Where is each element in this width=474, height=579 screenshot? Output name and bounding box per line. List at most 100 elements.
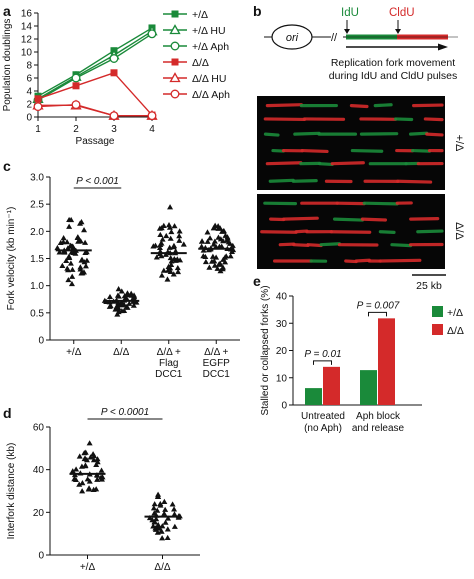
legend-label: +/Δ Aph	[192, 41, 229, 53]
y-tick-label: 8	[26, 61, 32, 72]
category-label: Untreated	[301, 411, 345, 422]
fiber-segment	[394, 117, 414, 122]
category-label: +/Δ	[80, 562, 96, 573]
panel-d-dot-plot: 0 20 40 60 Interfork distance (kb) +/Δ Δ/Δ P < …	[6, 407, 200, 573]
data-point	[84, 476, 91, 482]
data-point	[66, 223, 73, 229]
data-point	[164, 526, 171, 532]
data-point	[115, 308, 122, 315]
data-point	[168, 261, 175, 268]
data-point	[176, 228, 183, 234]
y-tick-label: 12	[21, 35, 33, 46]
fiber-segment	[378, 258, 422, 263]
data-point	[94, 459, 101, 465]
legend-marker	[169, 24, 181, 35]
fiber-segment	[263, 132, 280, 137]
data-point	[147, 29, 157, 39]
y-tick-label: 40	[276, 292, 288, 303]
y-tick-label: 1.0	[30, 281, 44, 292]
series-line	[37, 27, 153, 97]
data-point	[229, 242, 236, 248]
data-point	[118, 288, 125, 294]
data-point	[94, 456, 101, 462]
significance-label: P = 0.007	[357, 300, 400, 311]
data-point	[152, 242, 159, 248]
x-tick-label: 3	[111, 124, 117, 135]
origin-label: ori	[286, 32, 299, 44]
data-point	[204, 238, 211, 244]
y-tick-label: 10	[21, 48, 33, 59]
data-point	[198, 238, 205, 244]
data-point	[170, 242, 177, 248]
data-point	[159, 236, 166, 242]
data-point	[218, 243, 225, 249]
data-point	[163, 232, 170, 239]
legend-marker	[171, 10, 179, 18]
y-tick-label: 60	[33, 423, 45, 434]
y-tick-label: 20	[33, 508, 45, 519]
data-point	[220, 228, 227, 234]
data-point	[217, 268, 224, 274]
data-point	[98, 476, 105, 482]
data-point	[68, 280, 75, 287]
data-point	[110, 69, 118, 77]
panel-label-b: b	[253, 3, 262, 19]
fiber-segment	[268, 178, 295, 183]
data-point	[157, 231, 164, 238]
data-point	[180, 241, 187, 247]
row-label-heterozygous: +/Δ	[453, 135, 465, 152]
data-point	[222, 232, 229, 238]
legend-label: +/Δ HU	[192, 25, 226, 37]
data-point	[77, 266, 84, 272]
data-point	[82, 449, 89, 455]
data-point	[156, 524, 163, 531]
data-point	[164, 276, 171, 282]
data-point	[77, 220, 84, 226]
data-point	[176, 233, 183, 239]
data-point	[206, 264, 213, 270]
category-label: +/Δ	[66, 347, 82, 358]
data-point	[68, 216, 75, 223]
data-point	[82, 462, 89, 468]
data-point	[33, 102, 43, 112]
y-tick-label: 0	[38, 336, 44, 347]
data-point	[156, 244, 163, 250]
data-point	[159, 523, 166, 529]
category-label: DCC1	[203, 369, 231, 380]
data-point	[72, 476, 79, 482]
idu-arrow-head	[344, 29, 350, 34]
data-point	[213, 254, 220, 260]
legend-marker	[170, 89, 180, 99]
data-point	[80, 269, 87, 275]
data-point	[82, 263, 89, 269]
y-tick-label: 6	[26, 74, 32, 85]
data-point	[171, 506, 178, 512]
fiber-segment	[349, 104, 369, 109]
data-point	[204, 229, 211, 235]
data-point	[198, 243, 205, 249]
data-point	[67, 260, 74, 266]
data-point	[224, 235, 231, 241]
data-point	[162, 251, 169, 257]
data-point	[216, 261, 223, 267]
data-point	[115, 286, 122, 292]
fork-caption-line2: during IdU and CldU pulses	[329, 70, 457, 82]
data-point	[157, 241, 164, 247]
data-point	[106, 303, 113, 309]
data-point	[109, 54, 119, 63]
data-point	[215, 234, 222, 240]
row-label-knockout: Δ/Δ	[453, 222, 465, 240]
fiber-segment	[416, 229, 444, 234]
data-point	[150, 505, 157, 511]
fork-direction-arrow-head	[438, 43, 448, 51]
fiber-segment	[412, 103, 444, 108]
data-point	[106, 293, 113, 300]
data-point	[167, 268, 174, 275]
fiber-segment	[293, 131, 321, 136]
y-tick-label: 10	[276, 373, 288, 384]
data-point	[165, 515, 172, 521]
data-point	[87, 454, 94, 460]
legend-label: Δ/Δ	[192, 57, 209, 69]
legend-label: +/Δ	[447, 307, 463, 319]
bar	[305, 388, 322, 405]
